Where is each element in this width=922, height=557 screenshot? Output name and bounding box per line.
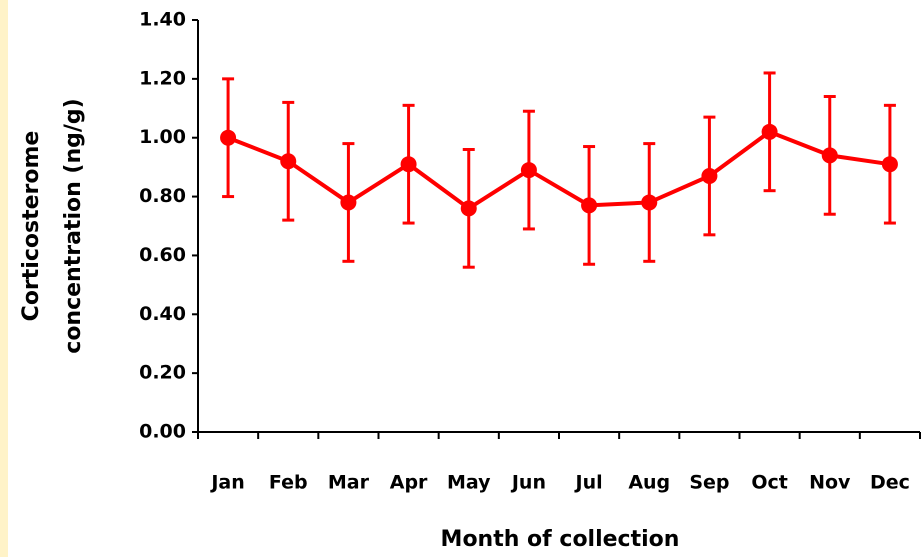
data-point: [280, 153, 297, 170]
x-axis-title: Month of collection: [441, 527, 680, 552]
x-tick-label: Jun: [510, 472, 546, 494]
data-point: [701, 167, 718, 184]
data-line: [227, 129, 891, 211]
data-point: [641, 194, 658, 211]
data-point: [220, 129, 237, 146]
y-tick-label: 0.00: [139, 421, 186, 443]
data-point: [761, 123, 778, 140]
y-tick-label: 1.20: [139, 67, 186, 89]
x-tick-label: Jul: [574, 472, 603, 494]
y-axis-title: Corticosterome: [19, 131, 44, 322]
data-point: [581, 197, 598, 214]
y-tick-label: 1.40: [139, 9, 186, 31]
background-strip: [0, 0, 8, 557]
y-tick-label: 1.00: [139, 126, 186, 148]
data-point: [400, 156, 417, 173]
x-tick-label: Jan: [209, 472, 244, 494]
x-tick-label: Feb: [269, 472, 308, 494]
y-tick-label: 0.80: [139, 185, 186, 207]
x-tick-label: Dec: [870, 472, 910, 494]
data-point: [881, 156, 898, 173]
data-point: [340, 194, 357, 211]
y-tick-label: 0.60: [139, 244, 186, 266]
data-point: [520, 162, 537, 179]
x-tick-label: Aug: [628, 472, 670, 494]
x-tick-label: Mar: [328, 472, 370, 494]
data-point: [460, 200, 477, 217]
x-tick-label: Apr: [390, 472, 428, 494]
x-tick-label: Sep: [689, 472, 729, 494]
y-tick-label: 0.20: [139, 362, 186, 384]
x-tick-label: May: [447, 472, 491, 494]
y-axis-title: concentration (ng/g): [61, 98, 86, 353]
y-tick-label: 0.40: [139, 303, 186, 325]
data-point: [821, 147, 838, 164]
x-tick-label: Oct: [751, 472, 788, 494]
x-tick-label: Nov: [809, 472, 851, 494]
